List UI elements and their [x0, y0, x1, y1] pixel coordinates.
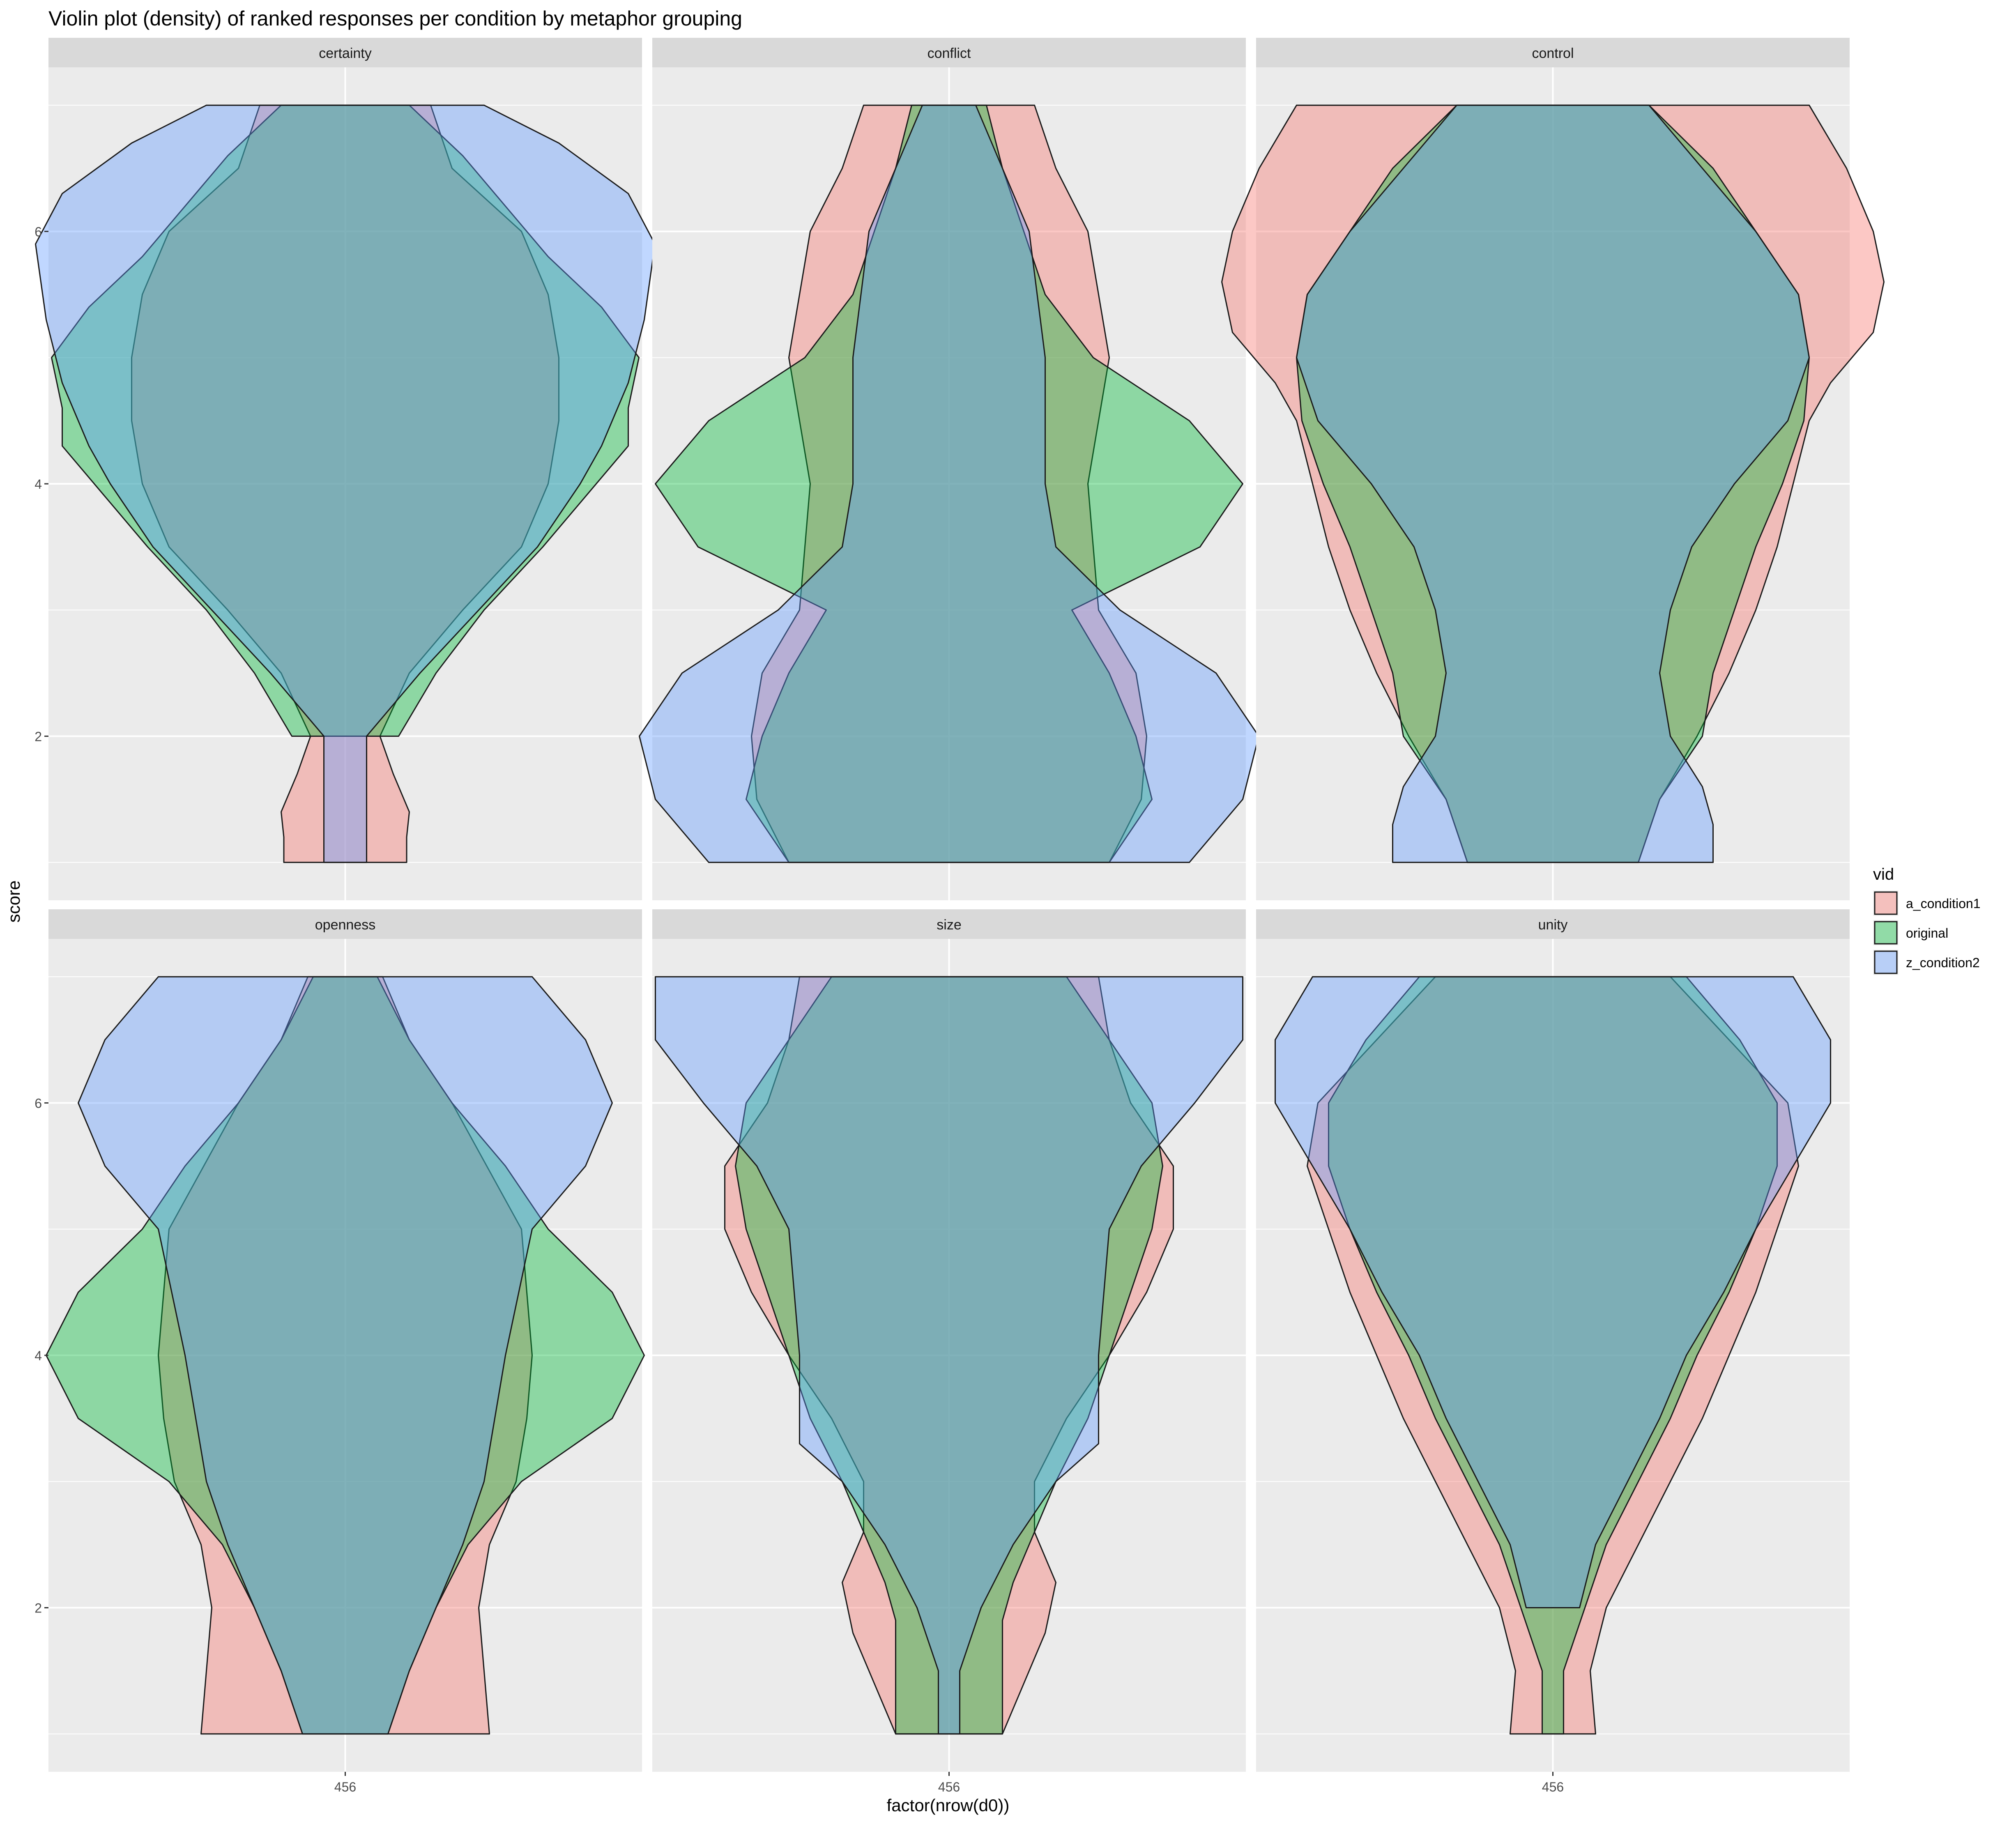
legend-label: z_condition2: [1906, 955, 1980, 970]
y-tick-label: 2: [35, 729, 42, 744]
legend-item-z_condition2: z_condition2: [1873, 950, 1980, 975]
y-tick-label: 6: [35, 1096, 42, 1111]
strip-label-unity: unity: [1538, 917, 1568, 933]
violin-openness-z_condition2: [78, 976, 613, 1735]
panel-conflict: conflict: [639, 38, 1259, 900]
strip-label-size: size: [937, 917, 961, 933]
violin-size-z_condition2: [655, 976, 1243, 1735]
panel-size: size 456: [652, 909, 1246, 1794]
legend-item-a_condition1: a_condition1: [1873, 890, 1980, 916]
violin-conflict-a_condition1: [751, 104, 1147, 863]
panel-control: control: [1221, 38, 1885, 900]
legend-key-bg: [1873, 890, 1899, 916]
strip-unity: [1256, 909, 1850, 939]
chart-title: Violin plot (density) of ranked response…: [48, 7, 742, 30]
legend: vid a_condition1 original z_condition2: [1873, 865, 1980, 975]
strip-size: [652, 909, 1246, 939]
x-tick-label: 456: [334, 1780, 356, 1794]
strip-label-certainty: certainty: [319, 46, 372, 61]
strip-certainty: [48, 38, 642, 67]
strip-label-control: control: [1532, 46, 1574, 61]
panel-openness: openness 2 4 6 456: [35, 909, 645, 1794]
violin-control-z_condition2: [1296, 104, 1810, 863]
y-tick-label: 4: [35, 1348, 42, 1363]
legend-item-original: original: [1873, 920, 1948, 945]
strip-conflict: [652, 38, 1246, 67]
legend-label: a_condition1: [1906, 896, 1980, 911]
strip-control: [1256, 38, 1850, 67]
y-tick-label: 4: [35, 477, 42, 492]
strip-label-openness: openness: [315, 917, 375, 933]
panel-certainty: certainty 2 4 6: [35, 38, 656, 900]
y-tick-label: 6: [35, 224, 42, 239]
panel-unity: unity 456: [1256, 909, 1850, 1794]
legend-key: [1874, 921, 1898, 945]
violin-conflict-original: [655, 104, 1243, 863]
legend-key-bg: [1873, 950, 1899, 975]
x-tick-label: 456: [938, 1780, 960, 1794]
strip-label-conflict: conflict: [927, 46, 971, 61]
legend-key: [1874, 950, 1898, 974]
legend-title: vid: [1873, 865, 1894, 883]
panels-layer: certainty 2 4 6 conflict control openness 2 4 6 45…: [35, 38, 1885, 1794]
legend-key: [1874, 891, 1898, 915]
y-tick-label: 2: [35, 1601, 42, 1616]
legend-label: original: [1906, 926, 1948, 941]
violin-conflict-z_condition2: [639, 104, 1259, 863]
y-axis-title: score: [4, 881, 23, 923]
violin-certainty-z_condition2: [35, 104, 656, 863]
legend-entries: a_condition1 original z_condition2: [1873, 890, 1980, 975]
x-axis-title: factor(nrow(d0)): [887, 1796, 1010, 1815]
legend-key-bg: [1873, 920, 1899, 945]
x-tick-label: 456: [1542, 1780, 1564, 1794]
violin-control-a_condition1: [1221, 104, 1885, 863]
strip-openness: [48, 909, 642, 939]
violin-unity-z_condition2: [1275, 976, 1831, 1608]
